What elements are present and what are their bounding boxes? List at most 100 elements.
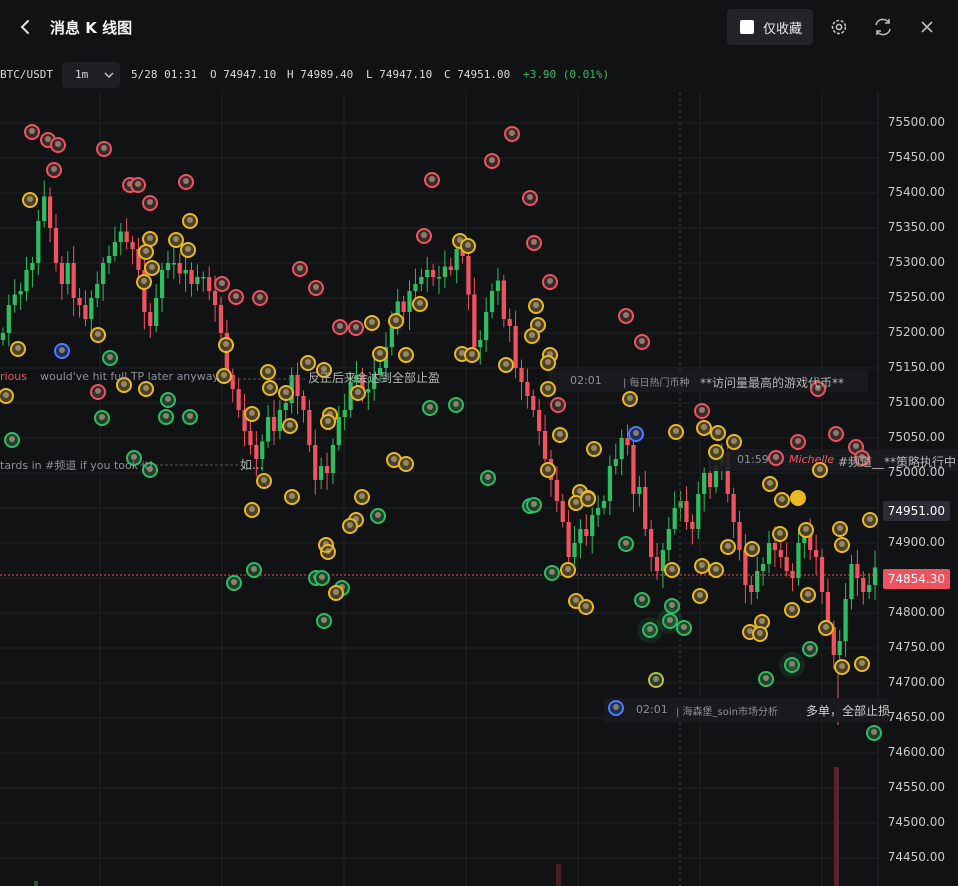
candle-body xyxy=(224,333,229,375)
avatar-face xyxy=(459,350,465,356)
message-channel[interactable]: | 每日热门币种 xyxy=(623,378,690,389)
current-price-tag: 74951.00 xyxy=(882,501,950,521)
price-tick-label: 74600.00 xyxy=(887,745,945,759)
message-time[interactable]: 02:01 xyxy=(570,374,602,387)
message-text[interactable]: 反正后来会达到全部止盈 xyxy=(308,371,441,385)
candle-body xyxy=(207,277,212,291)
candle-body xyxy=(142,270,147,312)
candle-body xyxy=(89,298,94,319)
close-button[interactable] xyxy=(915,14,939,40)
candle-body xyxy=(283,403,288,410)
candle-body xyxy=(831,627,836,655)
candle-body xyxy=(849,564,854,599)
candle-body xyxy=(595,508,601,515)
message-text[interactable]: 如... xyxy=(240,458,264,472)
candle-body xyxy=(478,340,483,347)
candle-body xyxy=(713,466,719,487)
price-tick-label: 75150.00 xyxy=(887,360,945,374)
settings-button[interactable] xyxy=(827,14,851,40)
avatar-face xyxy=(233,293,239,299)
candle-body xyxy=(77,298,82,305)
message-text[interactable]: 多单，全部止损 xyxy=(806,704,891,718)
candle-body xyxy=(360,375,365,393)
avatar-face xyxy=(833,430,839,436)
kline-chart[interactable]: 75500.00 75450.00 75400.00 75350.00 75300.00… xyxy=(0,92,958,886)
avatar-face xyxy=(347,522,353,528)
candle-body xyxy=(501,280,506,319)
avatar-face xyxy=(305,359,311,365)
message-user[interactable]: Michelle xyxy=(789,453,835,466)
candle-body xyxy=(643,487,648,529)
candle-body xyxy=(407,291,412,312)
avatar-glow xyxy=(637,617,663,643)
favorites-only-toggle[interactable]: 仅收藏 xyxy=(727,9,813,45)
avatar-face xyxy=(527,194,533,200)
back-button[interactable] xyxy=(14,14,36,40)
candle-body xyxy=(100,263,106,284)
avatar-face xyxy=(185,246,191,252)
chart-canvas[interactable] xyxy=(0,92,958,886)
interval-select[interactable]: 1m xyxy=(62,62,120,88)
candle-body xyxy=(855,564,860,578)
favorites-checkbox[interactable] xyxy=(740,20,754,34)
avatar-face xyxy=(555,401,561,407)
candle-body xyxy=(236,389,241,410)
message-text[interactable]: #频道__**策略执行中 xyxy=(838,455,957,469)
message-time[interactable]: 01:59 xyxy=(737,453,769,466)
avatar-face xyxy=(573,499,579,505)
message-text[interactable]: tards in #频道 if you took it! xyxy=(0,459,154,472)
candle-body xyxy=(401,301,406,312)
candle-body xyxy=(495,280,501,291)
candle-body xyxy=(772,543,778,550)
candle-body xyxy=(354,375,359,382)
candle-body xyxy=(307,410,312,445)
avatar-face xyxy=(257,294,263,300)
candle-body xyxy=(254,445,259,459)
refresh-button[interactable] xyxy=(871,14,895,40)
hollow-marker xyxy=(812,462,828,478)
avatar-face xyxy=(673,428,679,434)
candle-body xyxy=(30,263,35,270)
avatar-face xyxy=(287,422,293,428)
candle-body xyxy=(112,242,118,256)
candle-body xyxy=(324,466,330,473)
coin-icon xyxy=(791,491,805,505)
avatar-face xyxy=(187,413,193,419)
avatar-face xyxy=(391,456,397,462)
candle-body xyxy=(59,263,64,284)
avatar-face xyxy=(265,368,271,374)
avatar-face xyxy=(135,181,141,187)
candle-body xyxy=(313,445,318,480)
avatar-face xyxy=(45,136,51,142)
avatar-face xyxy=(549,569,555,575)
candle-body xyxy=(472,294,477,347)
avatar-face xyxy=(763,675,769,681)
candle-body xyxy=(389,319,394,347)
change-value: +3.90 (0.01%) xyxy=(523,68,610,81)
candle-body xyxy=(47,196,53,228)
header-bar: 消息 K 线图 仅收藏 xyxy=(0,0,958,54)
candle-body xyxy=(183,270,188,274)
avatar-face xyxy=(545,359,551,365)
avatar-face xyxy=(95,331,101,337)
message-time[interactable]: 02:01 xyxy=(636,703,668,716)
candle-body xyxy=(613,459,618,466)
avatar-face xyxy=(107,354,113,360)
message-user[interactable]: rious xyxy=(0,370,28,383)
avatar-glow xyxy=(657,608,683,634)
avatar-face xyxy=(669,566,675,572)
message-channel[interactable]: | 海森堡_soin市场分析 xyxy=(676,707,778,718)
candle-body xyxy=(654,557,660,571)
ohlc-info-bar: BTC/USDT 1m 5/28 01:31 O 74947.10 H 7498… xyxy=(0,58,958,92)
avatar-face xyxy=(577,488,583,494)
candle-body xyxy=(448,266,453,270)
candle-body xyxy=(814,550,819,557)
avatar-face xyxy=(713,566,719,572)
avatar-face xyxy=(337,323,343,329)
candle-body xyxy=(489,291,495,312)
avatar-face xyxy=(261,477,267,483)
candle-body xyxy=(442,266,448,277)
message-text[interactable]: would've hit full TP later anyway xyxy=(40,370,220,383)
back-arrow-icon xyxy=(20,20,29,34)
message-text[interactable]: **访问量最高的游戏代币** xyxy=(700,376,845,390)
